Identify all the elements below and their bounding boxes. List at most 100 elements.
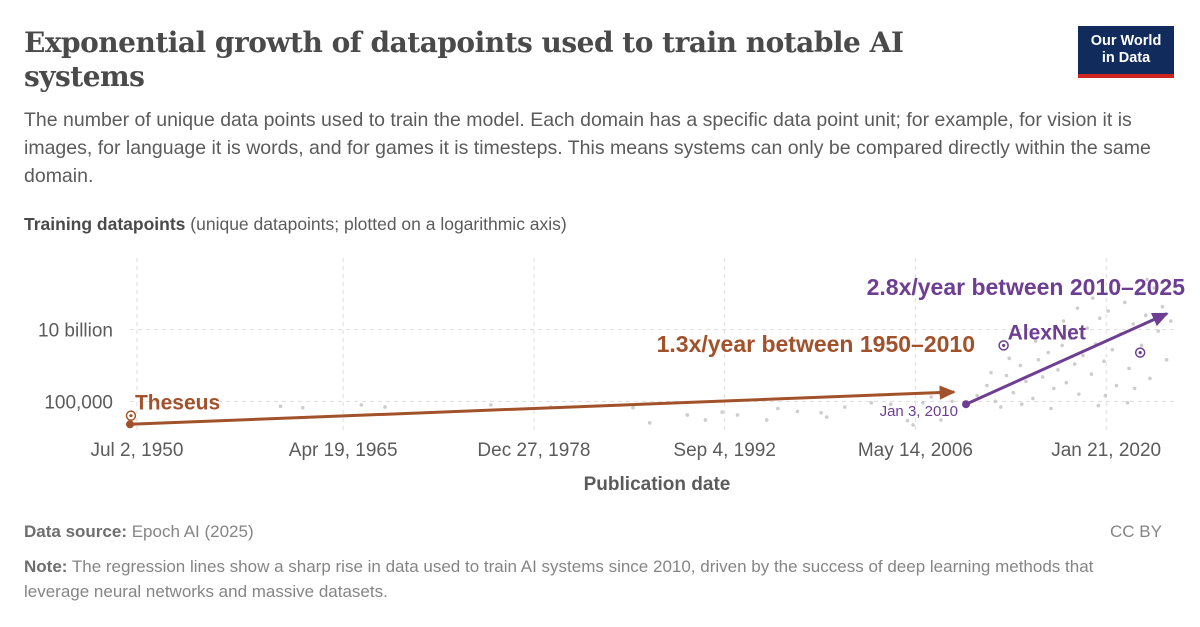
alexnet-label: AlexNet — [1008, 321, 1086, 344]
logo-line-2: in Data — [1101, 50, 1151, 66]
data-point — [1068, 336, 1073, 341]
data-point — [1132, 386, 1137, 391]
data-point — [1077, 392, 1081, 396]
note-label: Note: — [24, 557, 68, 576]
data-point — [685, 413, 690, 417]
annotated-points: Theseus AlexNet — [125, 321, 1146, 421]
alexnet-marker-ring — [998, 340, 1009, 351]
x-tick-label: Dec 27, 1978 — [477, 440, 590, 461]
data-point — [911, 423, 915, 427]
data-source-label: Data source: — [24, 522, 127, 541]
data-point — [1085, 326, 1090, 331]
trend-start-dot-2010 — [962, 400, 970, 409]
data-point — [1117, 283, 1122, 288]
highlighted-point-ring — [1134, 347, 1146, 358]
license[interactable]: CC BY — [1110, 522, 1162, 541]
data-point — [1046, 350, 1051, 355]
data-point — [869, 400, 874, 405]
data-point — [1135, 292, 1140, 296]
data-point — [1089, 372, 1094, 376]
chart-subtitle: The number of unique data points used to… — [24, 109, 1151, 187]
data-point — [1110, 347, 1115, 352]
data-point — [278, 404, 283, 409]
data-point — [1096, 403, 1101, 408]
data-point — [1081, 353, 1085, 358]
data-point — [359, 403, 364, 407]
theseus-label: Theseus — [135, 392, 220, 415]
data-point — [1056, 368, 1060, 372]
data-point — [1125, 400, 1130, 405]
theseus-marker-ring — [125, 410, 137, 421]
chart-title: Exponential growth of datapoints used to… — [24, 26, 904, 93]
data-point — [1049, 406, 1053, 411]
data-point — [1162, 287, 1166, 292]
data-point — [1004, 373, 1009, 378]
data-point — [929, 395, 933, 399]
data-point — [939, 418, 943, 422]
grid-lines — [130, 258, 1175, 430]
data-point — [1011, 390, 1016, 395]
data-point — [993, 399, 998, 404]
data-point — [1127, 366, 1131, 371]
x-tick-label: May 14, 2006 — [858, 440, 973, 461]
data-point — [985, 383, 989, 388]
x-tick-label: Jul 2, 1950 — [90, 440, 183, 461]
data-point — [383, 405, 387, 409]
axis-labels: Jul 2, 1950 Apr 19, 1965 Dec 27, 1978 Sep 4… — [38, 321, 1161, 495]
data-point — [720, 410, 724, 414]
data-point — [999, 405, 1003, 409]
x-tick-label: Jan 21, 2020 — [1051, 440, 1161, 461]
y-axis-title-main: Training datapoints — [24, 214, 186, 234]
data-point — [300, 405, 305, 410]
background-points — [278, 277, 1173, 427]
data-point — [989, 370, 993, 375]
data-point — [905, 418, 910, 423]
data-point — [1152, 286, 1156, 290]
x-tick-label: Sep 4, 1992 — [673, 440, 775, 461]
data-point — [1160, 304, 1165, 309]
data-point — [1145, 277, 1149, 282]
data-point — [647, 421, 652, 425]
owid-logo[interactable]: Our World in Data — [1078, 26, 1174, 78]
data-point — [921, 400, 925, 405]
data-point — [1106, 309, 1110, 313]
data-point — [1097, 316, 1102, 321]
data-point — [1148, 376, 1152, 381]
note-text: The regression lines show a sharp rise i… — [24, 557, 1094, 601]
data-source: Data source: Epoch AI (2025) — [24, 522, 254, 542]
data-point — [824, 415, 829, 419]
trend-lines: 1.3x/year between 1950–2010 Jan 3, 2010 2.… — [126, 274, 1186, 429]
x-axis-title: Publication date — [584, 474, 731, 495]
data-point — [631, 405, 635, 410]
data-point — [1131, 322, 1135, 326]
chart-note: Note: The regression lines show a sharp … — [24, 554, 1144, 604]
y-tick-label: 10 billion — [38, 321, 113, 342]
data-point — [888, 402, 893, 407]
data-point — [776, 406, 780, 411]
data-point — [1040, 375, 1045, 379]
data-source-value[interactable]: Epoch AI (2025) — [131, 522, 254, 541]
data-point — [1064, 380, 1069, 385]
data-point — [1061, 319, 1066, 323]
trend-line-1950-2010 — [129, 385, 956, 426]
data-point — [1123, 300, 1127, 305]
y-tick-label: 100,000 — [44, 392, 113, 413]
data-point — [819, 411, 823, 415]
data-point — [703, 418, 708, 422]
data-point — [1072, 362, 1077, 366]
data-point — [795, 409, 800, 414]
data-point — [1033, 339, 1038, 343]
trend-label-2010-2025: 2.8x/year between 2010–2025 — [867, 274, 1186, 300]
data-point — [1007, 356, 1011, 361]
data-point — [1019, 402, 1024, 407]
trend-label-1950-2010: 1.3x/year between 1950–2010 — [657, 331, 975, 357]
x-tick-label: Apr 19, 1965 — [289, 440, 398, 461]
trend-start-label-2010: Jan 3, 2010 — [880, 403, 958, 420]
y-axis-title: Training datapoints (unique datapoints; … — [24, 214, 567, 235]
data-point — [489, 403, 493, 407]
data-point — [1024, 379, 1028, 384]
data-point — [950, 399, 954, 404]
data-point — [1103, 393, 1108, 398]
data-point — [764, 418, 769, 422]
